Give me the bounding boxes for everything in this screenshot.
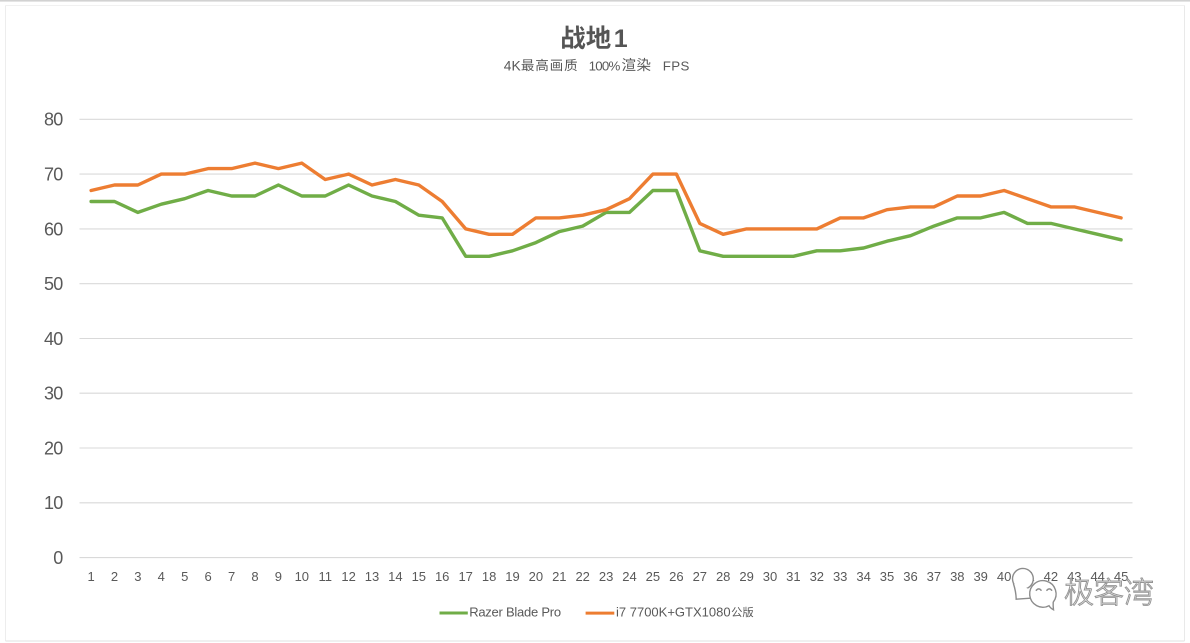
svg-text:20: 20	[529, 569, 543, 584]
svg-text:45: 45	[1114, 569, 1128, 584]
svg-text:1: 1	[614, 25, 628, 53]
svg-text:42: 42	[1044, 569, 1058, 584]
svg-text:9: 9	[275, 569, 282, 584]
svg-text:30: 30	[44, 384, 63, 404]
svg-text:70: 70	[44, 165, 63, 185]
svg-text:10: 10	[295, 569, 309, 584]
svg-text:34: 34	[856, 569, 870, 584]
svg-text:27: 27	[693, 569, 707, 584]
svg-text:i7 7700K+GTX1080: i7 7700K+GTX1080	[616, 604, 731, 619]
svg-text:19: 19	[505, 569, 519, 584]
svg-text:22: 22	[575, 569, 589, 584]
svg-text:36: 36	[903, 569, 917, 584]
svg-text:FPS: FPS	[663, 59, 690, 74]
svg-text:3: 3	[134, 569, 141, 584]
svg-text:16: 16	[435, 569, 449, 584]
svg-text:26: 26	[669, 569, 683, 584]
svg-text:40: 40	[44, 329, 63, 349]
svg-text:20: 20	[44, 438, 63, 458]
svg-text:38: 38	[950, 569, 964, 584]
svg-text:32: 32	[810, 569, 824, 584]
svg-text:10: 10	[44, 493, 63, 513]
svg-text:2: 2	[111, 569, 118, 584]
svg-text:29: 29	[739, 569, 753, 584]
svg-text:100%: 100%	[589, 59, 621, 74]
svg-text:25: 25	[646, 569, 660, 584]
svg-text:7: 7	[228, 569, 235, 584]
svg-text:31: 31	[786, 569, 800, 584]
svg-text:39: 39	[973, 569, 987, 584]
svg-text:60: 60	[44, 219, 63, 239]
svg-text:4K: 4K	[504, 59, 522, 74]
svg-text:1: 1	[87, 569, 94, 584]
svg-text:12: 12	[341, 569, 355, 584]
svg-text:23: 23	[599, 569, 613, 584]
svg-text:50: 50	[44, 274, 63, 294]
svg-text:Razer Blade Pro: Razer Blade Pro	[469, 604, 561, 619]
svg-text:17: 17	[458, 569, 472, 584]
svg-text:37: 37	[927, 569, 941, 584]
svg-text:11: 11	[318, 569, 332, 584]
svg-text:35: 35	[880, 569, 894, 584]
svg-text:30: 30	[763, 569, 777, 584]
svg-text:14: 14	[388, 569, 402, 584]
svg-text:24: 24	[622, 569, 636, 584]
svg-text:4: 4	[158, 569, 165, 584]
svg-text:5: 5	[181, 569, 188, 584]
svg-text:21: 21	[552, 569, 566, 584]
svg-text:18: 18	[482, 569, 496, 584]
svg-text:6: 6	[204, 569, 211, 584]
svg-text:0: 0	[53, 548, 63, 568]
svg-text:15: 15	[412, 569, 426, 584]
svg-text:33: 33	[833, 569, 847, 584]
svg-text:80: 80	[44, 110, 63, 130]
svg-text:28: 28	[716, 569, 730, 584]
svg-text:13: 13	[365, 569, 379, 584]
svg-text:8: 8	[251, 569, 258, 584]
svg-text:44: 44	[1090, 569, 1104, 584]
svg-text:40: 40	[997, 569, 1011, 584]
